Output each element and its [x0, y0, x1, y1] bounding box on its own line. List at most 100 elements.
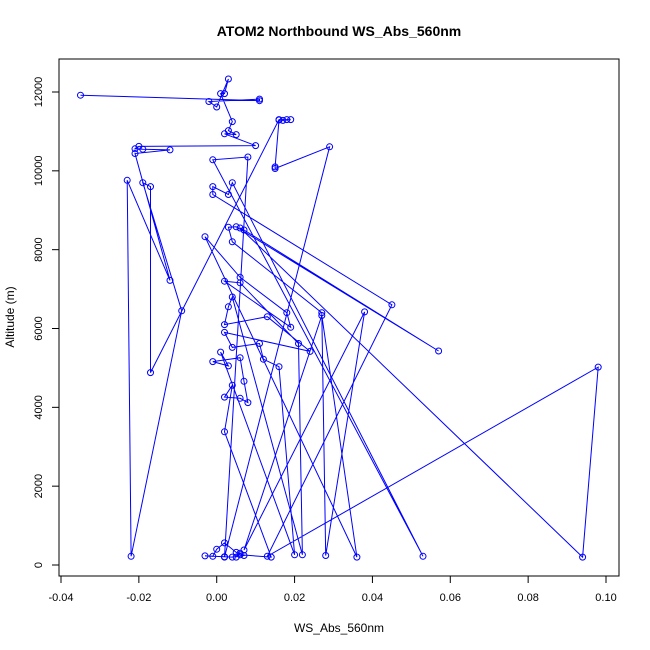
data-point: [228, 118, 236, 126]
data-point: [178, 307, 186, 315]
data-point: [228, 381, 236, 389]
y-tick-label: 6000: [33, 316, 45, 340]
data-point: [322, 552, 330, 559]
data-point: [139, 145, 147, 153]
y-tick-label: 2000: [33, 474, 45, 498]
data-point: [139, 179, 147, 187]
data-point: [232, 553, 240, 561]
data-point: [228, 179, 236, 187]
data-point: [295, 340, 302, 347]
data-point: [291, 551, 299, 559]
data-point: [77, 91, 84, 99]
data-point: [306, 347, 314, 355]
data-point: [209, 183, 217, 191]
data-point: [221, 393, 228, 401]
data-point: [256, 340, 263, 347]
data-point: [252, 142, 260, 150]
data-point: [224, 191, 232, 198]
data-point: [388, 301, 396, 309]
data-point: [201, 233, 209, 241]
y-axis: 0 2000 4000 6000 8000 10000 12000: [33, 77, 60, 568]
chart-title: ATOM2 Northbound WS_Abs_560nm: [217, 23, 462, 39]
data-point: [221, 428, 228, 436]
data-point: [240, 552, 248, 559]
data-point: [256, 95, 263, 103]
data-point: [263, 552, 271, 560]
y-tick-label: 8000: [33, 237, 45, 261]
data-point: [232, 548, 240, 556]
y-axis-label: Altitude (m): [3, 286, 17, 347]
y-tick-label: 4000: [33, 395, 45, 419]
data-point: [201, 552, 209, 560]
x-tick-label: -0.04: [48, 592, 73, 604]
data-point: [228, 293, 236, 301]
data-point: [361, 308, 369, 316]
data-point: [228, 238, 236, 246]
data-point: [221, 90, 228, 98]
data-point: [209, 552, 217, 560]
data-point: [224, 303, 232, 311]
x-tick-label: -0.02: [126, 592, 151, 604]
data-point: [166, 146, 174, 154]
data-point: [224, 362, 232, 370]
data-point: [221, 553, 228, 561]
data-point: [259, 355, 267, 363]
data-point: [579, 553, 587, 561]
data-point: [221, 277, 228, 285]
data-point: [232, 131, 240, 139]
data-point: [240, 226, 248, 234]
data-point: [236, 354, 244, 362]
data-point: [275, 363, 283, 371]
data-point: [271, 165, 279, 172]
data-point: [283, 116, 291, 124]
data-point: [217, 90, 225, 98]
data-point: [221, 321, 228, 329]
x-tick-label: 0.04: [362, 592, 383, 604]
x-tick-label: 0.06: [440, 592, 461, 604]
data-point: [209, 191, 217, 198]
data-point: [224, 223, 232, 231]
data-point: [298, 551, 306, 559]
series-line: [80, 78, 599, 559]
data-point: [221, 130, 228, 138]
data-point: [224, 75, 232, 83]
data-point: [240, 377, 248, 385]
data-point: [326, 143, 334, 151]
data-point: [213, 545, 221, 553]
data-point: [267, 553, 275, 561]
data-point: [127, 552, 135, 560]
x-tick-label: 0.08: [517, 592, 538, 604]
plot-area: [77, 75, 602, 561]
data-point: [213, 103, 221, 111]
data-point: [435, 347, 443, 355]
data-point: [232, 223, 240, 231]
data-point: [287, 323, 295, 331]
data-point: [318, 309, 326, 317]
data-point: [131, 145, 139, 153]
data-point: [236, 224, 244, 232]
x-axis-label: WS_Abs_560nm: [294, 621, 384, 635]
data-point: [236, 279, 244, 287]
y-tick-label: 0: [33, 562, 45, 568]
x-tick-label: 0.00: [206, 592, 227, 604]
data-point: [228, 553, 236, 561]
data-point: [263, 313, 271, 321]
data-point: [287, 116, 295, 124]
data-point: [353, 553, 361, 561]
data-point: [236, 394, 244, 402]
data-point: [236, 549, 244, 557]
data-point: [205, 98, 213, 105]
data-point: [209, 358, 217, 366]
x-tick-label: 0.10: [595, 592, 616, 604]
data-point: [244, 153, 252, 161]
data-point: [275, 116, 283, 124]
data-point: [217, 348, 225, 356]
data-point: [166, 276, 174, 284]
data-point: [221, 328, 228, 336]
data-point: [209, 156, 217, 164]
data-point: [123, 176, 131, 184]
y-tick-label: 10000: [33, 156, 45, 187]
data-point: [221, 539, 228, 547]
data-point: [244, 399, 252, 407]
